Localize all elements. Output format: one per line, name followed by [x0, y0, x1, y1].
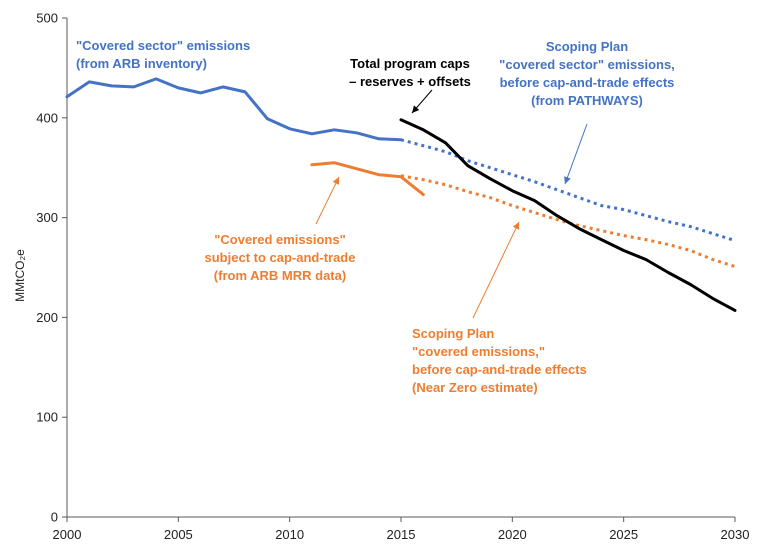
x-tick-label: 2025 [609, 527, 638, 542]
y-tick-label: 500 [36, 11, 58, 26]
annotation-3-line-0: "Covered emissions" [214, 232, 346, 247]
x-tick-label: 2005 [164, 527, 193, 542]
annotation-4-line-0: Scoping Plan [412, 326, 494, 341]
annotation-2-line-0: Scoping Plan [546, 39, 628, 54]
series-layer [65, 77, 737, 312]
annotation-2-line-2: before cap-and-trade effects [500, 75, 675, 90]
annotation-4-line-2: before cap-and-trade effects [412, 362, 587, 377]
annotations: "Covered sector" emissions (from ARB inve… [76, 38, 675, 395]
series-line-3 [400, 174, 736, 268]
annotation-arrow-1 [564, 123, 588, 185]
y-tick-label: 200 [36, 310, 58, 325]
annotation-arrowhead-0 [412, 105, 420, 113]
annotation-0-line-1: (from ARB inventory) [76, 56, 207, 71]
series-line-1 [400, 138, 736, 243]
annotation-1-line-0: Total program caps [350, 56, 470, 71]
series-line-4 [399, 118, 737, 312]
annotation-1-line-1: – reserves + offsets [349, 74, 471, 89]
x-tick-label: 2030 [721, 527, 750, 542]
annotation-arrow-3 [472, 221, 520, 319]
annotation-4-line-3: (Near Zero estimate) [412, 380, 538, 395]
annotation-2-line-1: "covered sector" emissions, [499, 57, 675, 72]
y-tick-label: 0 [51, 510, 58, 525]
x-tick-label: 2010 [275, 527, 304, 542]
annotation-arrowhead-1 [564, 176, 571, 184]
annotation-4-line-1: "covered emissions," [412, 344, 545, 359]
annotation-arrowhead-3 [512, 222, 520, 230]
series-line-2 [310, 161, 425, 197]
y-tick-label: 300 [36, 210, 58, 225]
annotation-0-line-0: "Covered sector" emissions [76, 38, 250, 53]
axes: 0 100 200 300 400 500 2000 2005 2010 2015 2020 2025… [13, 11, 749, 543]
x-tick-label: 2020 [498, 527, 527, 542]
annotation-3-line-1: subject to cap-and-trade [205, 250, 356, 265]
y-tick-label: 400 [36, 110, 58, 125]
annotation-2-line-3: (from PATHWAYS) [531, 93, 643, 108]
x-tick-label: 2015 [387, 527, 416, 542]
annotation-3-line-2: (from ARB MRR data) [214, 268, 346, 283]
annotation-arrow-2 [315, 176, 340, 225]
annotation-arrows [315, 89, 588, 319]
annotation-arrowhead-2 [332, 177, 340, 185]
y-axis-label: MMtCO₂e [13, 249, 27, 302]
y-tick-label: 100 [36, 410, 58, 425]
series-line-0 [65, 77, 403, 142]
x-tick-label: 2000 [53, 527, 82, 542]
